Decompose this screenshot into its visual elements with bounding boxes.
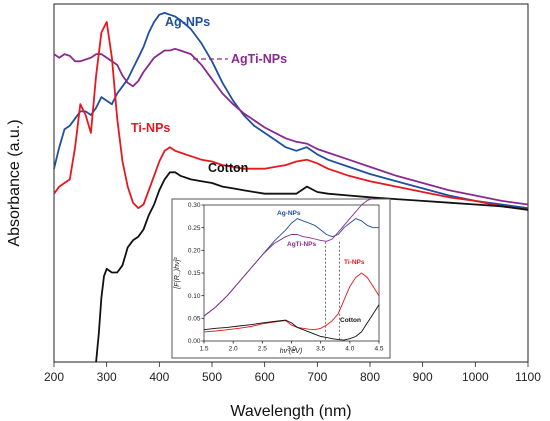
main-x-tick-label-4: 600: [255, 370, 275, 384]
main-series-group: [53, 12, 529, 363]
inset-y-tick-label-1: 0.05: [188, 316, 201, 323]
main-x-tick-label-8: 1000: [462, 370, 489, 384]
inset-x-tick-label-2: 2.5: [258, 346, 267, 353]
inset-y-tick-label-4: 0.20: [188, 248, 201, 255]
main-series-agti-nps: [53, 47, 529, 206]
main-x-tick-label-7: 900: [413, 370, 433, 384]
inset-x-tick-label-4: 3.5: [316, 346, 325, 353]
main-x-tick-label-0: 200: [44, 370, 64, 384]
main-x-tick-label-2: 400: [149, 370, 169, 384]
label-ag-nps: Ag-NPs: [165, 15, 210, 29]
main-series-cotton: [95, 171, 529, 363]
main-x-tick-label-1: 300: [97, 370, 117, 384]
label-cotton: Cotton: [208, 161, 248, 175]
inset-axis-ticks: 1.5 2.0 2.5 3.0 3.5 4.0 4.5 0.00 0.05 0.10 0.15 0.2…: [188, 202, 384, 352]
inset-y-tick-label-5: 0.25: [188, 225, 201, 232]
inset-y-tick-label-6: 0.30: [188, 202, 201, 209]
inset-x-tick-label-6: 4.5: [374, 346, 383, 353]
inset-series-group: [203, 197, 380, 341]
main-x-tick-label-6: 800: [360, 370, 380, 384]
inset-x-tick-label-5: 4.0: [345, 346, 354, 353]
main-x-tick-label-5: 700: [307, 370, 327, 384]
main-series-ti-nps: [53, 21, 529, 211]
x-axis-title: Wavelength (nm): [230, 403, 351, 420]
label-agti-nps: AgTi-NPs: [231, 52, 287, 66]
inset-x-tick-label-1: 2.0: [229, 346, 238, 353]
inset-y-title: [F(R_)hν]²: [174, 257, 181, 290]
inset-x-tick-label-3: 3.0: [287, 346, 296, 353]
inset-series-ti-nps: [203, 272, 380, 333]
inset-x-title: hν (eV): [280, 348, 303, 355]
inset-series-cotton: [203, 304, 380, 341]
inset-x-tick-label-0: 1.5: [199, 346, 208, 353]
inset-y-tick-label-3: 0.15: [188, 270, 201, 277]
inset-box: [171, 198, 391, 359]
inset-y-tick-label-0: 0.00: [188, 338, 201, 345]
inset-label-agti-nps: AgTi-NPs: [287, 241, 317, 248]
inset-series-agti-nps: [203, 197, 374, 317]
inset-label-ag-nps: Ag-NPs: [277, 210, 301, 217]
label-ti-nps: Ti-NPs: [131, 121, 170, 135]
inset-label-ti-nps: Ti-NPs: [344, 259, 365, 266]
y-axis-title: Absorbance (a.u.): [6, 119, 23, 246]
inset-label-cotton: Cotton: [340, 317, 361, 324]
main-x-tick-label-9: 1100: [515, 370, 541, 384]
main-x-tick-label-3: 500: [202, 370, 222, 384]
main-series-ag-nps: [53, 12, 529, 209]
x-axis-ticks: 200 300 400 500 600 700 800 900 1000 1100: [44, 362, 541, 384]
plot-frame: [53, 3, 529, 363]
inset-y-tick-label-2: 0.10: [188, 293, 201, 300]
